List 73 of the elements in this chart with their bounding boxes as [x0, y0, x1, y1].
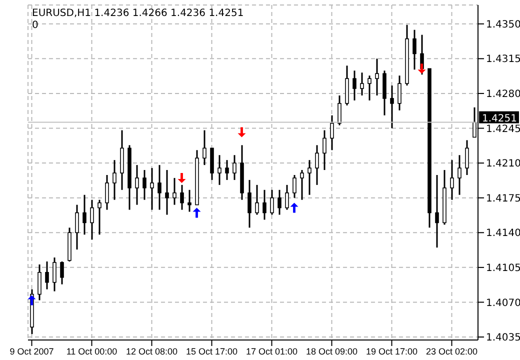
candlestick: [218, 154, 222, 186]
y-tick-label: 1.4035: [486, 332, 520, 344]
chart-title: EURUSD,H1 1.4236 1.4266 1.4236 1.4251: [32, 8, 244, 19]
point: [418, 64, 426, 74]
candlestick: [390, 84, 394, 130]
candlestick: [90, 199, 94, 240]
ref-line-label: 1.4251: [482, 113, 517, 124]
x-tick-label: 11 Oct 00:00: [66, 346, 118, 356]
candlestick: [52, 256, 56, 292]
y-tick-label: 1.4175: [486, 193, 520, 204]
x-tick-label: 17 Oct 01:00: [246, 346, 298, 356]
x-tick-label: 12 Oct 08:00: [126, 346, 178, 356]
point: [238, 127, 246, 138]
candlestick: [172, 177, 176, 206]
point: [178, 172, 186, 183]
y-tick-label: 1.4105: [486, 262, 520, 274]
candlestick: [450, 159, 454, 201]
candlestick: [45, 260, 49, 290]
y-tick-label: 1.4315: [486, 54, 520, 66]
candlestick: [270, 189, 274, 216]
candlestick: [458, 154, 462, 196]
candlestick: [352, 70, 356, 102]
candlestick: [255, 184, 259, 216]
candlestick: [60, 260, 64, 286]
candlestick: [165, 169, 169, 216]
candlestick: [150, 167, 154, 211]
candlestick: [82, 194, 86, 236]
point: [290, 202, 298, 213]
candlestick: [135, 164, 139, 206]
candlestick: [158, 164, 162, 211]
y-tick-label: 1.4070: [486, 298, 520, 309]
candlestick: [300, 169, 304, 201]
candlestick: [38, 264, 42, 301]
candlestick: [225, 159, 229, 181]
x-tick-label: 18 Oct 09:00: [306, 346, 358, 356]
y-tick-label: 1.4210: [486, 158, 520, 170]
candlestick: [105, 174, 109, 211]
candlestick: [322, 130, 326, 171]
y-tick-label: 1.4245: [486, 124, 520, 135]
candlestick: [292, 174, 296, 199]
candlestick: [232, 154, 236, 181]
candlestick: [375, 58, 379, 96]
candlestick: [308, 159, 312, 196]
candlestick: [368, 74, 372, 102]
candlestick: [248, 179, 252, 228]
candlestick: [112, 159, 116, 201]
candlestick: [285, 184, 289, 211]
candlestick: [338, 94, 342, 126]
candlestick: [435, 174, 439, 248]
x-tick-label: 15 Oct 17:00: [186, 346, 238, 356]
candlestick: [398, 74, 402, 112]
point: [192, 208, 201, 218]
candlestick: [262, 189, 266, 220]
candlestick: [180, 184, 184, 211]
candlestick: [465, 139, 469, 176]
candlestick: [330, 114, 334, 151]
x-tick-label: 23 Oct 02:00: [426, 346, 478, 356]
y-tick-label: 1.4140: [486, 228, 520, 240]
y-tick-label: 1.4350: [486, 19, 520, 30]
candlestick: [315, 144, 319, 186]
candlestick: [202, 130, 206, 166]
text: 0: [32, 20, 38, 31]
candlestick: [98, 199, 102, 236]
candlestick: [188, 189, 192, 213]
point: [28, 295, 36, 306]
x-tick-label: 19 Oct 17:00: [366, 346, 418, 356]
x-tick-label: 9 Oct 2007: [10, 346, 54, 356]
candlestick: [412, 29, 416, 70]
candlestick: [142, 169, 146, 201]
y-tick-label: 1.4280: [486, 89, 520, 100]
candlestick: [360, 72, 364, 96]
candlestick: [278, 189, 282, 216]
candlestick: [75, 204, 79, 250]
